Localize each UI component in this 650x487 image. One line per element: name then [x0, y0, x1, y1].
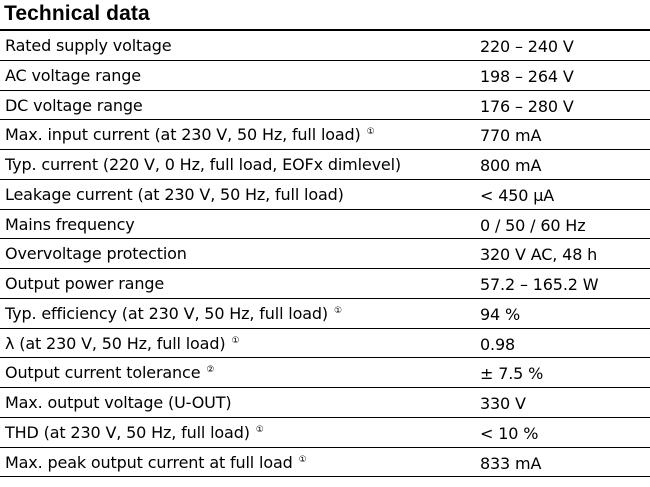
row-value: 330 V	[480, 394, 526, 413]
table-row: Output power range 57.2 – 165.2 W	[0, 269, 650, 299]
row-value: < 450 µA	[480, 185, 555, 205]
row-value: 0 / 50 / 60 Hz	[480, 215, 586, 235]
row-value: ± 7.5 %	[480, 364, 544, 384]
row-label: Max. output voltage (U-OUT)	[5, 393, 232, 412]
table-row: λ (at 230 V, 50 Hz, full load) ① 0.98	[0, 329, 650, 359]
table-row: Leakage current (at 230 V, 50 Hz, full l…	[0, 180, 650, 210]
table-row: THD (at 230 V, 50 Hz, full load) ① < 10 %	[0, 418, 650, 448]
table-row: Max. input current (at 230 V, 50 Hz, ful…	[0, 120, 650, 150]
row-label: Output current tolerance ②	[5, 363, 215, 383]
row-value: 176 – 280 V	[480, 96, 574, 116]
row-value: 320 V AC, 48 h	[480, 245, 598, 265]
table-row: AC voltage range 198 – 264 V	[0, 61, 650, 91]
title-divider	[0, 29, 650, 31]
row-value: 800 mA	[480, 156, 542, 175]
table-row: DC voltage range 176 – 280 V	[0, 91, 650, 121]
footnote-marker: ①	[231, 335, 240, 346]
table-row: Max. output voltage (U-OUT) 330 V	[0, 388, 650, 418]
row-label: DC voltage range	[5, 95, 143, 115]
row-value: 57.2 – 165.2 W	[480, 275, 599, 294]
table-row: Rated supply voltage 220 – 240 V	[0, 31, 650, 61]
row-value: 0.98	[480, 334, 516, 354]
page-title: Technical data	[4, 2, 150, 25]
table-row: Typ. current (220 V, 0 Hz, full load, EO…	[0, 150, 650, 180]
table-row: Output current tolerance ② ± 7.5 %	[0, 358, 650, 388]
row-label: Typ. efficiency (at 230 V, 50 Hz, full l…	[5, 303, 342, 323]
row-value: 833 mA	[480, 453, 542, 473]
table-row: Max. peak output current at full load ① 8…	[0, 448, 650, 478]
row-label: Max. input current (at 230 V, 50 Hz, ful…	[5, 125, 375, 145]
row-label: Output power range	[5, 274, 165, 293]
row-label: Leakage current (at 230 V, 50 Hz, full l…	[5, 184, 344, 204]
footnote-marker: ②	[206, 365, 215, 376]
table-row: Overvoltage protection 320 V AC, 48 h	[0, 239, 650, 269]
row-label: Mains frequency	[5, 214, 135, 234]
row-value: < 10 %	[480, 423, 539, 443]
footnote-marker: ①	[366, 127, 375, 138]
row-label: THD (at 230 V, 50 Hz, full load) ①	[5, 422, 264, 442]
footnote-marker: ①	[334, 305, 342, 316]
technical-data-table: Rated supply voltage 220 – 240 V AC volt…	[0, 31, 650, 478]
row-label: Overvoltage protection	[5, 244, 187, 264]
footnote-marker: ①	[298, 454, 307, 465]
table-row: Typ. efficiency (at 230 V, 50 Hz, full l…	[0, 299, 650, 329]
row-value: 770 mA	[480, 126, 542, 146]
row-value: 198 – 264 V	[480, 66, 574, 86]
table-row: Mains frequency 0 / 50 / 60 Hz	[0, 210, 650, 240]
row-label: Max. peak output current at full load ①	[5, 452, 307, 472]
row-label: λ (at 230 V, 50 Hz, full load) ①	[5, 333, 240, 353]
row-label: Rated supply voltage	[5, 36, 172, 55]
row-value: 94 %	[480, 304, 521, 324]
footnote-marker: ①	[255, 424, 264, 435]
row-label: AC voltage range	[5, 65, 141, 85]
row-value: 220 – 240 V	[480, 37, 574, 56]
row-label: Typ. current (220 V, 0 Hz, full load, EO…	[5, 155, 401, 174]
